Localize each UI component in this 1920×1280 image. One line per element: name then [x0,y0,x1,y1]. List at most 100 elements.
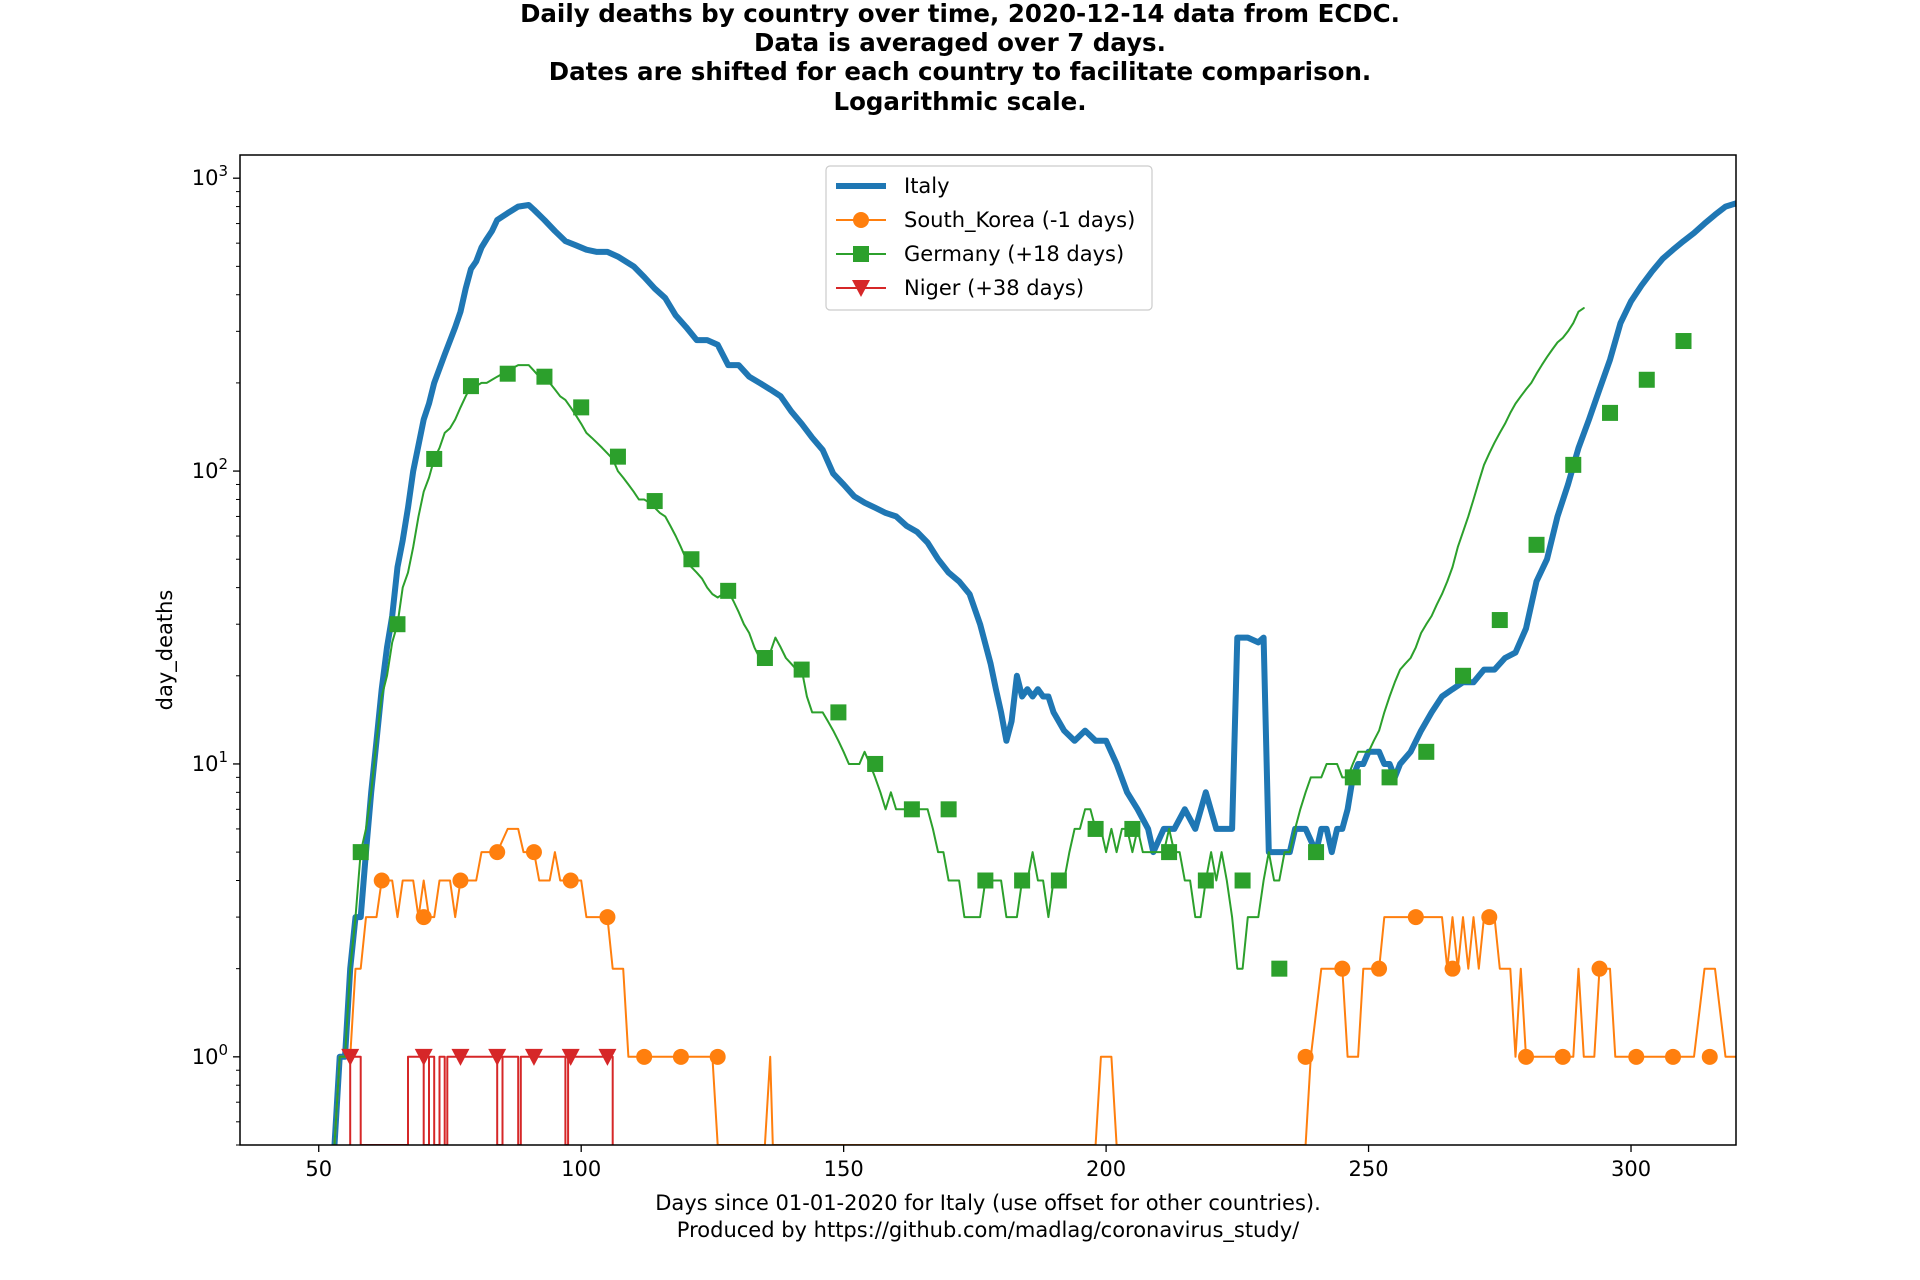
series-3-marker [1124,820,1141,837]
series-line-1 [331,200,1736,1145]
series-3-marker [977,872,994,889]
series-3-marker [830,704,847,721]
series-4-marker [488,1048,507,1066]
series-4-marker [451,1048,470,1066]
series-3-marker [1197,872,1214,889]
x-axis-ticks: 50 100 150 200 250 300 [305,1145,1651,1181]
series-3-marker [536,368,553,385]
series-3-marker [1602,404,1619,421]
series-line-3 [333,307,1585,1145]
series-line-2 [333,827,1736,1145]
legend: Italy South_Korea (-1 days) Germany (+18 d… [825,165,1153,311]
series-2-marker [672,1048,689,1065]
series-3-marker [756,650,773,667]
series-4-marker [341,1048,360,1066]
series-3-marker [903,801,920,818]
legend-box [825,165,1153,311]
series-4-marker [414,1048,433,1066]
marker-layer [341,333,1718,1066]
x-axis-label-line-1: Days since 01-01-2020 for Italy (use off… [655,1191,1321,1215]
y-axis-ticks: 100 101 102 103 [192,162,240,1146]
series-4-marker [561,1048,580,1066]
series-3-marker [940,801,957,818]
series-3-marker [426,450,443,467]
x-tick-label: 150 [824,1157,864,1181]
series-3-marker [1014,872,1031,889]
y-tick-label: 100 [192,1041,228,1069]
x-tick-label: 250 [1349,1157,1389,1181]
series-3-marker [499,365,516,382]
series-3-marker [1675,333,1692,350]
legend-marker [852,280,870,297]
legend-entries: Italy South_Korea (-1 days) Germany (+18 d… [836,174,1135,300]
series-3-marker [609,448,626,465]
series-2-marker [1628,1048,1645,1065]
series-layer [331,200,1736,1145]
x-tick-label: 50 [305,1157,332,1181]
series-4-marker [524,1048,543,1066]
y-axis-label: day_deaths [153,590,178,711]
y-tick-label: 103 [192,162,228,190]
series-2-marker [373,872,390,889]
title-line-4: Logarithmic scale. [833,87,1086,116]
series-3-marker [352,844,369,861]
series-2-marker [1665,1048,1682,1065]
series-2-marker [1591,960,1608,977]
series-3-marker [646,493,663,510]
series-3-marker [1344,769,1361,786]
series-3-marker [1565,456,1582,473]
series-2-marker [1407,909,1424,926]
series-2-marker [1481,909,1498,926]
y-tick-label: 102 [192,455,228,483]
series-3-marker [462,378,479,395]
legend-marker [853,246,869,262]
series-3-marker [1418,743,1435,760]
series-2-marker [1701,1048,1718,1065]
series-3-marker [1234,872,1251,889]
series-3-marker [1528,536,1545,553]
series-3-marker [389,616,406,633]
series-3-marker [1638,371,1655,388]
series-3-marker [1308,844,1325,861]
series-3-marker [1381,769,1398,786]
series-2-marker [1334,960,1351,977]
series-2-marker [1371,960,1388,977]
x-tick-label: 100 [561,1157,601,1181]
series-2-marker [415,909,432,926]
series-2-marker [636,1048,653,1065]
legend-marker [853,212,869,228]
legend-label: Niger (+38 days) [904,276,1084,300]
series-3-marker [1161,844,1178,861]
chart-title: Daily deaths by country over time, 2020-… [520,0,1400,116]
series-3-marker [720,582,737,599]
y-tick-label: 101 [192,748,228,776]
series-3-marker [1455,667,1472,684]
series-2-marker [562,872,579,889]
series-3-marker [793,661,810,678]
legend-label: Germany (+18 days) [904,242,1124,266]
x-tick-label: 300 [1611,1157,1651,1181]
series-3-marker [1491,612,1508,629]
title-line-1: Daily deaths by country over time, 2020-… [520,0,1400,28]
series-2-marker [709,1048,726,1065]
series-line-4 [349,1055,614,1145]
legend-label: South_Korea (-1 days) [904,208,1135,233]
series-2-marker [1297,1048,1314,1065]
series-4-marker [598,1048,617,1066]
series-3-marker [573,399,590,416]
series-3-marker [683,551,700,568]
title-line-2: Data is averaged over 7 days. [754,28,1166,57]
series-2-marker [489,844,506,861]
plot-frame [239,154,1737,1146]
series-3-marker [1271,960,1288,977]
series-2-marker [599,909,616,926]
series-2-marker [1554,1048,1571,1065]
x-tick-label: 200 [1086,1157,1126,1181]
legend-label: Italy [904,174,950,198]
series-2-marker [452,872,469,889]
title-line-3: Dates are shifted for each country to fa… [549,57,1372,86]
series-3-marker [1087,820,1104,837]
series-3-marker [1050,872,1067,889]
series-3-marker [867,755,884,772]
